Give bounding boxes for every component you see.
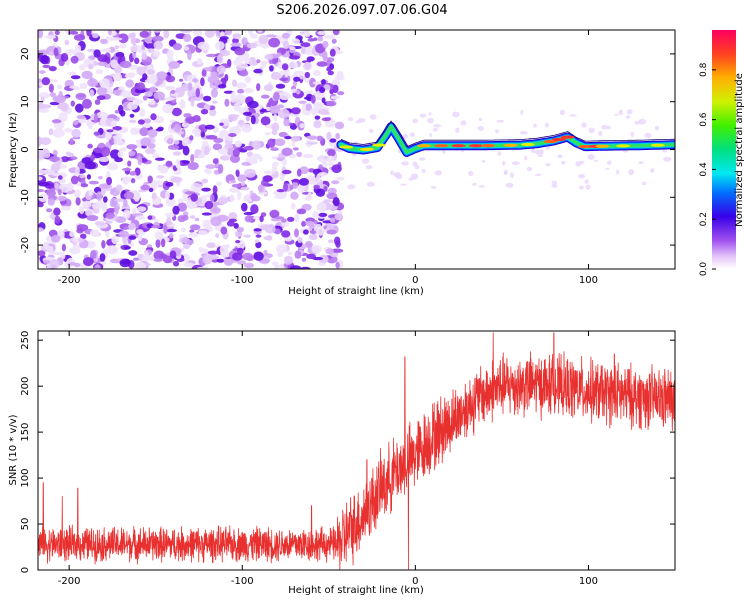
snr-panel: -200 -100 0 100 0 50 100 150 200 250 Height of s… xyxy=(8,330,676,596)
y-tick-label: 10 xyxy=(20,95,31,108)
x-tick-label: 0 xyxy=(412,576,418,587)
y-tick-label: 250 xyxy=(20,331,31,350)
x-tick-label: 100 xyxy=(579,275,598,286)
colorbar-tick-label: 0.4 xyxy=(699,162,709,177)
y-tick-label: 0 xyxy=(20,146,31,152)
x-tick-label: -200 xyxy=(58,275,81,286)
colorbar-tick-label: 0.6 xyxy=(699,112,709,127)
y-tick-label: -20 xyxy=(20,237,31,253)
x-tick-label: -100 xyxy=(231,576,254,587)
colorbar-tick-label: 0.0 xyxy=(699,262,709,277)
colorbar-axis: 0.0 0.2 0.4 0.6 0.8 xyxy=(699,62,716,276)
spectrogram-signal-band xyxy=(336,120,675,157)
y-tick-label: -10 xyxy=(20,189,31,205)
x-tick-label: 0 xyxy=(412,275,418,286)
snr-y-label: SNR (10 * v/v) xyxy=(8,414,19,485)
y-tick-label: 20 xyxy=(20,48,31,61)
figure-title: S206.2026.097.07.06.G04 xyxy=(276,3,447,18)
colorbar-gradient xyxy=(712,30,736,269)
colorbar-tick-label: 0.8 xyxy=(699,62,709,77)
spectrogram-y-axis: -20 -10 0 10 20 xyxy=(20,48,675,253)
y-tick-label: 200 xyxy=(20,377,31,396)
y-tick-label: 0 xyxy=(20,567,31,573)
snr-x-axis: -200 -100 0 100 xyxy=(58,331,598,587)
x-tick-label: -100 xyxy=(231,275,254,286)
colorbar-label: Normalized spectral amplitude xyxy=(734,73,745,227)
x-tick-label: -200 xyxy=(58,576,81,587)
snr-x-label: Height of straight line (km) xyxy=(288,585,424,596)
spectrogram-x-label: Height of straight line (km) xyxy=(288,286,424,297)
colorbar-tick-label: 0.2 xyxy=(699,212,709,226)
snr-y-axis: 0 50 100 150 200 250 xyxy=(20,331,675,573)
snr-axes-frame xyxy=(37,330,676,571)
spectrogram-noise-region xyxy=(38,30,675,269)
y-tick-label: 150 xyxy=(20,423,31,442)
spectrogram-x-axis: -200 -100 0 100 xyxy=(58,30,598,286)
x-tick-label: 100 xyxy=(579,576,598,587)
colorbar: 0.0 0.2 0.4 0.6 0.8 Normalized spectral ampl… xyxy=(699,30,745,276)
y-tick-label: 50 xyxy=(20,518,31,531)
spectrogram-y-label: Frequency (Hz) xyxy=(8,112,19,188)
snr-series-line xyxy=(38,332,675,570)
y-tick-label: 100 xyxy=(20,469,31,488)
